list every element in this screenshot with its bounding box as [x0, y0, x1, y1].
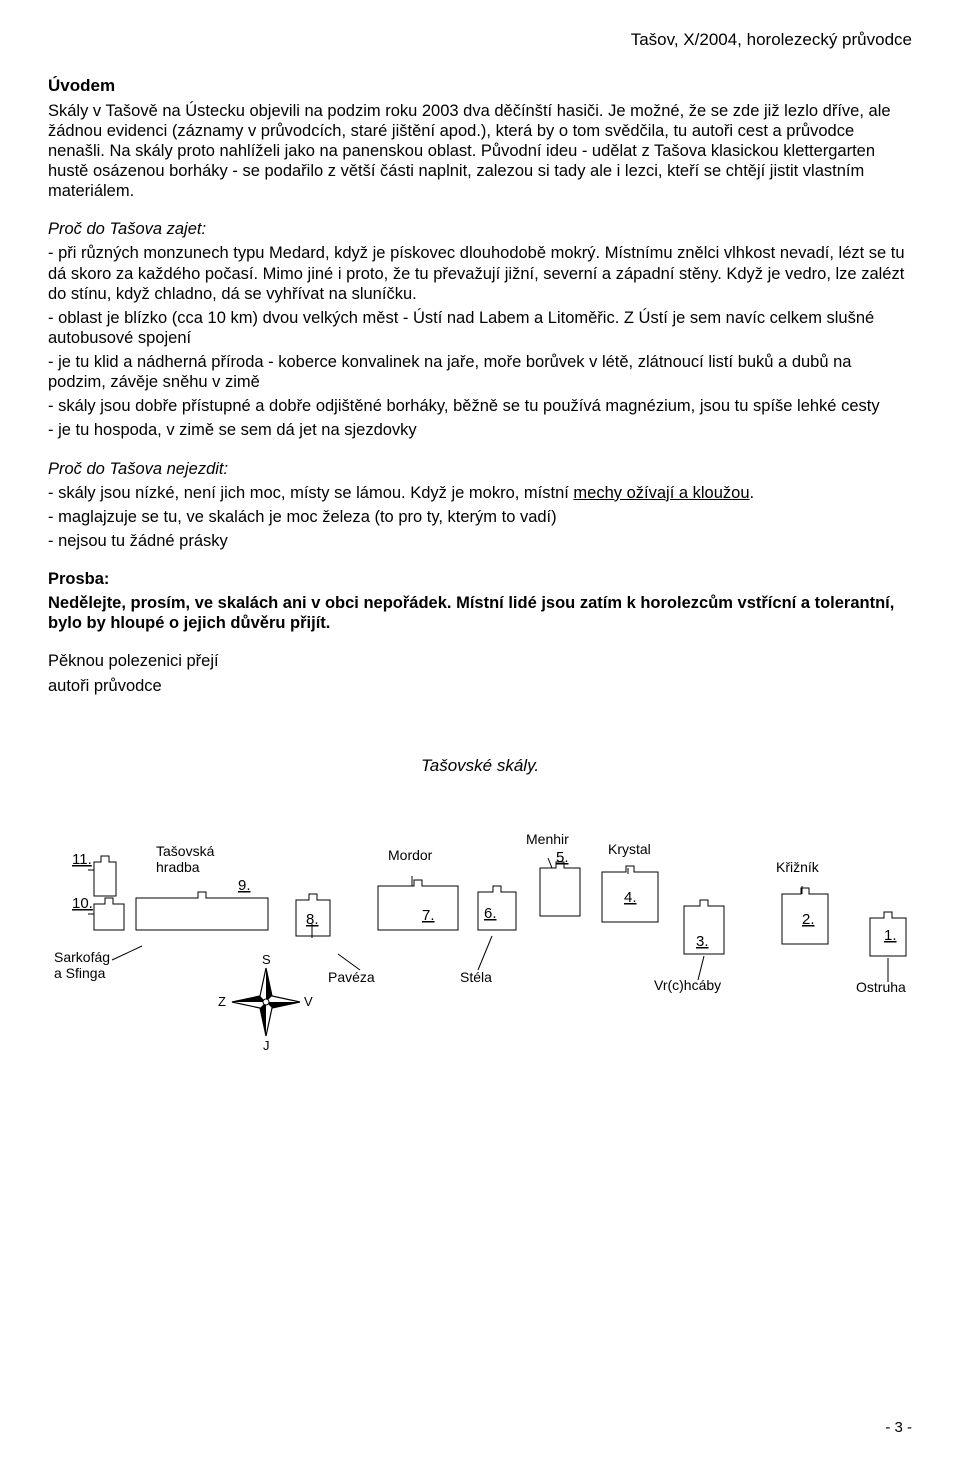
- svg-text:a Sfinga: a Sfinga: [54, 965, 106, 981]
- page-number: - 3 -: [885, 1419, 912, 1436]
- why-go-item: - skály jsou dobře přístupné a dobře odj…: [48, 396, 912, 416]
- svg-text:3.: 3.: [696, 933, 709, 950]
- why-not-item: - skály jsou nízké, není jich moc, místy…: [48, 483, 912, 503]
- why-go-item: - oblast je blízko (cca 10 km) dvou velk…: [48, 308, 912, 348]
- svg-text:J: J: [263, 1038, 270, 1053]
- doc-header: Tašov, X/2004, horolezecký průvodce: [48, 30, 912, 50]
- svg-text:Tašovská: Tašovská: [156, 843, 215, 859]
- why-not-item: - maglajzuje se tu, ve skalách je moc že…: [48, 507, 912, 527]
- svg-text:Menhir: Menhir: [526, 831, 569, 847]
- svg-text:7.: 7.: [422, 907, 435, 924]
- svg-text:6.: 6.: [484, 905, 497, 922]
- diagram-title: Tašovské skály.: [48, 756, 912, 776]
- plea-title: Prosba:: [48, 569, 912, 589]
- svg-text:Vr(c)hcáby: Vr(c)hcáby: [654, 977, 721, 993]
- why-not-title: Proč do Tašova nejezdit:: [48, 459, 912, 479]
- svg-text:Ostruha: Ostruha: [856, 979, 906, 995]
- why-go-item: - je tu hospoda, v zimě se sem dá jet na…: [48, 420, 912, 440]
- svg-text:Mordor: Mordor: [388, 847, 433, 863]
- svg-text:1.: 1.: [884, 927, 897, 944]
- svg-text:Křižník: Křižník: [776, 859, 820, 875]
- svg-text:hradba: hradba: [156, 859, 200, 875]
- svg-text:Stéla: Stéla: [460, 969, 492, 985]
- svg-text:11.: 11.: [72, 851, 92, 868]
- svg-text:9.: 9.: [238, 877, 251, 894]
- svg-text:Sarkofág: Sarkofág: [54, 949, 110, 965]
- svg-text:Z: Z: [218, 994, 226, 1009]
- why-not-item-underline: mechy ožívají a kloužou: [573, 484, 749, 502]
- why-not-item-text: .: [750, 484, 755, 502]
- svg-text:S: S: [262, 952, 271, 967]
- why-go-title: Proč do Tašova zajet:: [48, 219, 912, 239]
- svg-text:10.: 10.: [72, 895, 93, 912]
- intro-title: Úvodem: [48, 76, 115, 95]
- why-not-item-text: - skály jsou nízké, není jich moc, místy…: [48, 484, 573, 502]
- why-not-item: - nejsou tu žádné prásky: [48, 531, 912, 551]
- svg-text:V: V: [304, 994, 313, 1009]
- rock-map-diagram: 11.10.Sarkofága Sfinga9.Tašovskáhradba8.…: [48, 796, 912, 1056]
- svg-text:2.: 2.: [802, 911, 815, 928]
- plea-body: Nedělejte, prosím, ve skalách ani v obci…: [48, 593, 912, 633]
- diagram-svg: 11.10.Sarkofága Sfinga9.Tašovskáhradba8.…: [48, 796, 912, 1056]
- why-go-item: - je tu klid a nádherná příroda - koberc…: [48, 352, 912, 392]
- svg-text:5.: 5.: [556, 849, 569, 866]
- svg-text:Pavéza: Pavéza: [328, 969, 375, 985]
- closing-line: Pěknou polezenici přejí: [48, 651, 912, 671]
- svg-text:4.: 4.: [624, 889, 637, 906]
- why-go-item: - při různých monzunech typu Medard, kdy…: [48, 243, 912, 303]
- svg-text:Krystal: Krystal: [608, 841, 651, 857]
- closing-line: autoři průvodce: [48, 676, 912, 696]
- intro-paragraph: Skály v Tašově na Ústecku objevili na po…: [48, 101, 912, 202]
